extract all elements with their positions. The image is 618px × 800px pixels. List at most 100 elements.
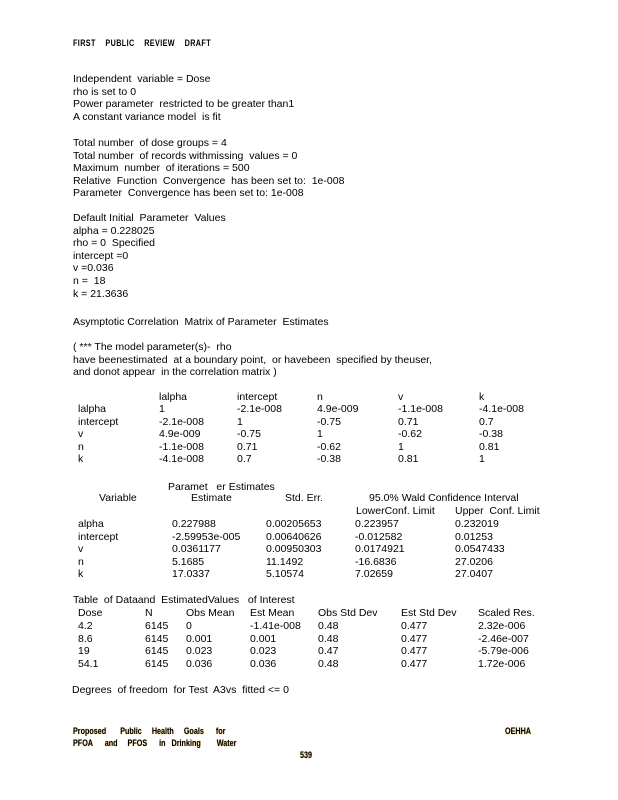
datatable-cell: -1.41e-008: [250, 620, 301, 632]
datatable-cell: 0.477: [401, 620, 428, 632]
datatable-column-header: Obs Mean: [186, 607, 235, 619]
datatable-cell: 54.1: [78, 657, 99, 670]
datatable-cell: 0.48: [318, 632, 339, 645]
datatable-cell: 0.023: [186, 645, 213, 658]
estimates-col-lower: LowerConf. Limit: [356, 505, 435, 517]
text-line: n = 18: [73, 274, 106, 287]
text-line: have beenestimated at a boundary point, …: [73, 353, 432, 366]
datatable-cell: 19: [78, 645, 90, 658]
page-number: 539: [300, 750, 313, 760]
text-line: k = 21.3636: [73, 287, 129, 300]
datatable-column-header: Scaled Res.: [478, 607, 535, 619]
text-line: rho = 0 Specified: [73, 237, 156, 250]
estimate-variable: k: [78, 568, 84, 581]
datatable-cell: 0.036: [186, 657, 213, 670]
matrix-cell: -2.1e-008: [237, 403, 282, 415]
matrix-cell: -0.62: [398, 428, 422, 441]
matrix-cell: -4.1e-008: [479, 403, 524, 415]
datatable-cell: -5.79e-006: [478, 645, 529, 658]
degrees-of-freedom: Degrees of freedom for Test A3vs fitted …: [72, 684, 289, 696]
matrix-cell: 1: [237, 415, 243, 428]
matrix-cell: 0.7: [479, 415, 494, 428]
datatable-cell: 0: [186, 620, 192, 632]
estimate-cell: 0.223957: [355, 518, 399, 530]
matrix-column-header: v: [398, 391, 404, 403]
estimate-cell: -0.012582: [355, 530, 403, 543]
datatable-cell: 6145: [145, 620, 169, 632]
datatable-cell: 0.48: [318, 620, 339, 632]
matrix-cell: -0.38: [317, 453, 341, 466]
datatable-column-header: Est Mean: [250, 607, 295, 619]
matrix-cell: 1: [398, 440, 404, 453]
matrix-cell: -1.1e-008: [398, 403, 443, 415]
text-line: Independent variable = Dose: [73, 73, 211, 85]
datatable-cell: 2.32e-006: [478, 620, 526, 632]
correlation-title: Asymptotic Correlation Matrix of Paramet…: [73, 316, 329, 328]
text-line: Maximum number of iterations = 500: [73, 162, 250, 175]
estimates-col-variable: Variable: [99, 492, 137, 504]
text-line: A constant variance model is fit: [73, 110, 221, 123]
text-line: ( *** The model parameter(s)- rho: [73, 341, 232, 353]
settings-block: Total number of dose groups = 4 Total num…: [73, 137, 344, 200]
estimate-cell: 11.1492: [266, 555, 304, 568]
matrix-cell: -0.75: [317, 415, 341, 428]
estimate-variable: n: [78, 555, 84, 568]
datatable-cell: 1.72e-006: [478, 657, 526, 670]
estimate-cell: 0.0547433: [455, 543, 505, 556]
estimate-cell: -2.59953e-005: [172, 530, 241, 543]
estimate-cell: 0.0174921: [355, 543, 405, 556]
matrix-cell: 4.9e-009: [317, 403, 359, 415]
matrix-cell: -0.62: [317, 440, 341, 453]
text-line: Total number of dose groups = 4: [73, 137, 227, 149]
datatable-cell: 0.001: [186, 632, 213, 645]
estimate-cell: -16.6836: [355, 555, 397, 568]
estimate-cell: 5.10574: [266, 568, 304, 581]
datatable-cell: 0.001: [250, 632, 277, 645]
matrix-cell: -4.1e-008: [159, 453, 204, 466]
matrix-cell: 0.81: [479, 440, 500, 453]
matrix-row-label: lalpha: [78, 403, 107, 415]
matrix-cell: 1: [159, 403, 165, 415]
matrix-cell: 0.7: [237, 453, 252, 466]
matrix-cell: -0.38: [479, 428, 503, 441]
matrix-row-label: v: [78, 428, 84, 441]
estimate-cell: 7.02659: [355, 568, 393, 581]
estimate-cell: 0.0361177: [172, 543, 221, 556]
datatable-column-header: Dose: [78, 607, 103, 619]
estimate-variable: intercept: [78, 530, 119, 543]
draft-header: FIRST PUBLIC REVIEW DRAFT: [73, 38, 212, 48]
datatable-column-header: Est Std Dev: [401, 607, 457, 619]
matrix-row-label: n: [78, 440, 84, 453]
datatable-cell: 0.47: [318, 645, 339, 658]
matrix-cell: -2.1e-008: [159, 415, 204, 428]
datatable-cell: 0.023: [250, 645, 277, 658]
text-line: Relative Function Convergence has been s…: [73, 174, 345, 187]
estimate-cell: 5.1685: [172, 555, 205, 568]
estimates-col-stderr: Std. Err.: [285, 492, 323, 504]
datatable-title: Table of Dataand EstimatedValues of Inte…: [73, 594, 295, 606]
text-line: Default Initial Parameter Values: [73, 212, 226, 224]
estimate-cell: 0.00205653: [266, 518, 322, 530]
matrix-cell: -0.75: [237, 428, 261, 441]
estimates-col-estimate: Estimate: [191, 492, 232, 504]
matrix-cell: 0.71: [237, 440, 258, 453]
estimate-cell: 0.232019: [455, 518, 499, 530]
matrix-cell: 0.81: [398, 453, 419, 466]
estimates-col-interval: 95.0% Wald Confidence Interval: [369, 492, 519, 504]
matrix-column-header: k: [479, 391, 485, 403]
text-line: and donot appear in the correlation matr…: [73, 366, 277, 379]
datatable-cell: 4.2: [78, 620, 93, 632]
matrix-row-label: k: [78, 453, 84, 466]
matrix-row-label: intercept: [78, 415, 119, 428]
matrix-cell: 1: [479, 453, 485, 466]
text-line: v =0.036: [73, 262, 114, 275]
datatable-cell: 0.48: [318, 657, 339, 670]
estimate-cell: 27.0206: [455, 555, 493, 568]
initial-values-block: Default Initial Parameter Values alpha = …: [73, 212, 226, 300]
estimate-cell: 0.00950303: [266, 543, 322, 556]
footer-title-line2: PFOA and PFOS in Drinking Water: [73, 738, 237, 748]
intro-block: Independent variable = Dose rho is set to…: [73, 73, 294, 123]
footer-agency: OEHHA: [505, 726, 532, 736]
estimates-col-upper: Upper Conf. Limit: [455, 505, 540, 517]
